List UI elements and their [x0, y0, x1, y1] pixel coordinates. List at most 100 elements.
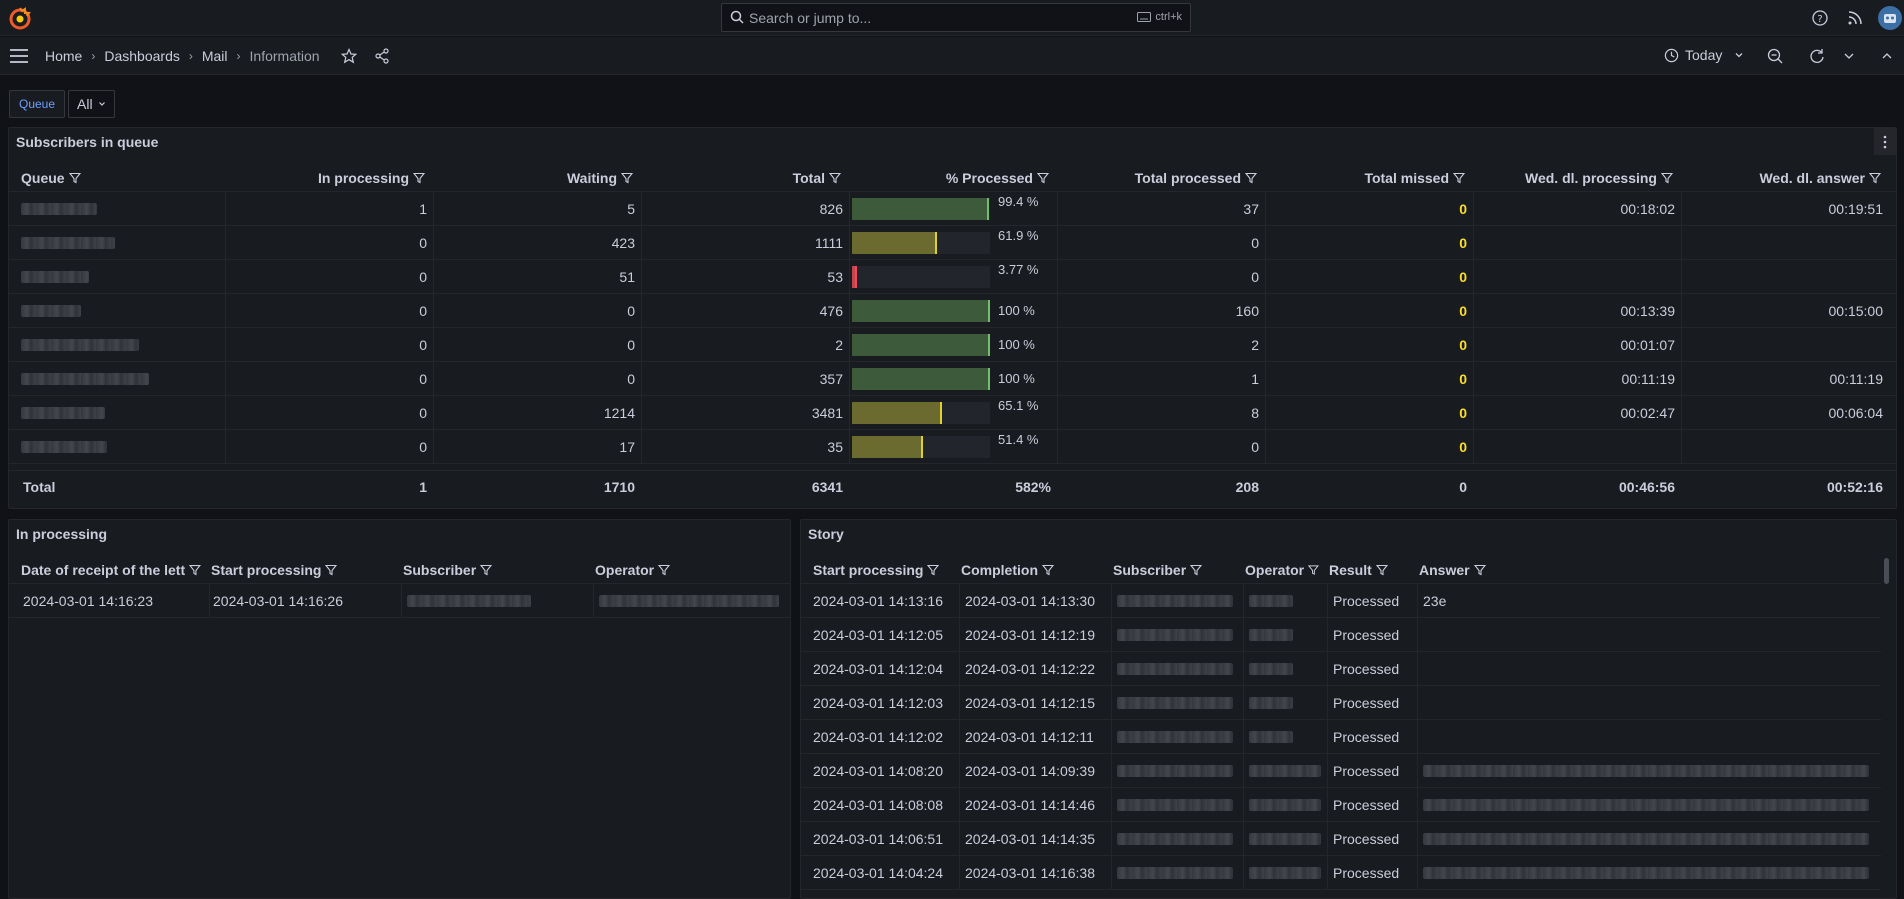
column-header[interactable]: Operator — [595, 562, 777, 578]
filter-icon[interactable] — [189, 564, 201, 576]
dl-processing-cell: 00:11:19 — [1621, 371, 1675, 387]
column-header[interactable]: Waiting — [435, 170, 633, 186]
breadcrumb-mail[interactable]: Mail — [201, 48, 228, 64]
news-feed-icon[interactable] — [1845, 8, 1865, 28]
column-header[interactable]: Answer — [1419, 562, 1873, 578]
filter-icon[interactable] — [1190, 564, 1203, 576]
table-row[interactable]: 2024-03-01 14:13:16 2024-03-01 14:13:30 Pr… — [801, 584, 1881, 618]
processed-bar-edge — [988, 300, 990, 322]
share-icon[interactable] — [374, 48, 390, 64]
filter-icon[interactable] — [413, 172, 425, 184]
column-header-label: Result — [1329, 562, 1372, 578]
filter-icon[interactable] — [1042, 564, 1054, 576]
table-row[interactable]: 0 0 476 100 % 160 0 00:13:39 00:15:00 — [9, 294, 1896, 328]
scrollbar-thumb[interactable] — [1884, 558, 1889, 584]
result-cell: Processed — [1333, 831, 1400, 847]
filter-icon[interactable] — [1661, 172, 1673, 184]
column-header[interactable]: Wed. dl. processing — [1475, 170, 1673, 186]
table-header-divider — [9, 191, 1896, 192]
star-icon[interactable] — [340, 48, 357, 64]
table-row[interactable]: 0 51 53 3.77 % 0 0 — [9, 260, 1896, 294]
filter-icon[interactable] — [1308, 564, 1319, 576]
filter-icon[interactable] — [829, 172, 841, 184]
cell-divider — [1243, 856, 1244, 890]
filter-icon[interactable] — [480, 564, 493, 576]
filter-icon[interactable] — [927, 564, 940, 576]
filter-icon[interactable] — [1037, 172, 1049, 184]
column-header[interactable]: Subscriber — [403, 562, 585, 578]
filter-icon[interactable] — [1375, 564, 1388, 576]
column-header[interactable]: Date of receipt of the lett — [21, 562, 201, 578]
cell-divider — [1473, 362, 1474, 396]
cell-divider — [1473, 430, 1474, 464]
filter-icon[interactable] — [658, 564, 671, 576]
filter-icon[interactable] — [325, 564, 338, 576]
total-missed-cell: 0 — [1459, 201, 1467, 217]
table-row[interactable]: 2024-03-01 14:12:03 2024-03-01 14:12:15 Pr… — [801, 686, 1881, 720]
subscriber-redacted — [1117, 697, 1233, 709]
table-row[interactable]: 0 423 1111 61.9 % 0 0 — [9, 226, 1896, 260]
table-row[interactable]: 2024-03-01 14:08:20 2024-03-01 14:09:39 Pr… — [801, 754, 1881, 788]
column-header[interactable]: % Processed — [851, 170, 1049, 186]
filter-icon[interactable] — [1473, 564, 1486, 576]
grafana-logo-icon[interactable] — [8, 6, 32, 30]
search-box[interactable]: Search or jump to... ctrl+k — [721, 3, 1191, 32]
filter-icon[interactable] — [621, 172, 633, 184]
user-avatar-icon[interactable] — [1878, 6, 1902, 30]
time-picker-label: Today — [1685, 47, 1723, 63]
cell-divider — [641, 260, 642, 294]
menu-icon[interactable] — [10, 48, 28, 64]
breadcrumb-home[interactable]: Home — [45, 48, 83, 64]
cell-divider — [1057, 226, 1058, 260]
cell-divider — [225, 430, 226, 464]
column-header[interactable]: Operator — [1245, 562, 1319, 578]
subscriber-redacted — [1117, 799, 1233, 811]
filter-icon[interactable] — [1245, 172, 1257, 184]
collapse-chevron-up-icon[interactable] — [1878, 47, 1896, 65]
table-row[interactable]: 2024-03-01 14:06:51 2024-03-01 14:14:35 Pr… — [801, 822, 1881, 856]
time-picker[interactable]: Today — [1664, 47, 1744, 63]
breadcrumb: Home › Dashboards › Mail › Information — [45, 48, 390, 64]
in-processing-cell: 0 — [419, 439, 427, 455]
total-processed-cell: 0 — [1251, 235, 1259, 251]
help-icon[interactable]: ? — [1810, 8, 1830, 28]
filter-icon[interactable] — [1453, 172, 1465, 184]
column-header[interactable]: Queue — [21, 170, 217, 186]
column-header[interactable]: Start processing — [211, 562, 393, 578]
zoom-out-icon[interactable] — [1766, 47, 1784, 65]
table-row[interactable]: 2024-03-01 14:12:02 2024-03-01 14:12:11 Pr… — [801, 720, 1881, 754]
column-header[interactable]: Completion — [961, 562, 1103, 578]
queue-variable-select[interactable]: All — [68, 90, 115, 118]
table-row[interactable]: 2024-03-01 14:04:24 2024-03-01 14:16:38 Pr… — [801, 856, 1881, 890]
queue-name-redacted — [21, 203, 97, 215]
in-processing-cell: 0 — [419, 303, 427, 319]
column-header[interactable]: Subscriber — [1113, 562, 1235, 578]
table-row[interactable]: 2024-03-01 14:12:05 2024-03-01 14:12:19 Pr… — [801, 618, 1881, 652]
filter-icon[interactable] — [1869, 172, 1881, 184]
column-header[interactable]: Total missed — [1267, 170, 1465, 186]
table-row[interactable]: 2024-03-01 14:16:23 2024-03-01 14:16:26 — [9, 584, 790, 618]
start-processing-cell: 2024-03-01 14:04:24 — [813, 865, 943, 881]
refresh-icon[interactable] — [1808, 47, 1826, 65]
table-row[interactable]: 1 5 826 99.4 % 37 0 00:18:02 00:19:51 — [9, 192, 1896, 226]
cell-divider — [225, 192, 226, 226]
refresh-interval-chevron-icon[interactable] — [1840, 47, 1858, 65]
column-header[interactable]: Start processing — [813, 562, 951, 578]
breadcrumb-dashboards[interactable]: Dashboards — [104, 48, 180, 64]
column-header[interactable]: Result — [1329, 562, 1409, 578]
column-header[interactable]: Total processed — [1059, 170, 1257, 186]
column-header[interactable]: Total — [643, 170, 841, 186]
filter-icon[interactable] — [68, 172, 81, 184]
table-row[interactable]: 0 0 357 100 % 1 0 00:11:19 00:11:19 — [9, 362, 1896, 396]
table-row[interactable]: 0 1214 3481 65.1 % 8 0 00:02:47 00:06:04 — [9, 396, 1896, 430]
table-row[interactable]: 2024-03-01 14:12:04 2024-03-01 14:12:22 Pr… — [801, 652, 1881, 686]
table-row[interactable]: 2024-03-01 14:08:08 2024-03-01 14:14:46 Pr… — [801, 788, 1881, 822]
date-receipt-cell: 2024-03-01 14:16:23 — [23, 593, 153, 609]
row-divider — [9, 361, 1896, 362]
cell-divider — [1417, 788, 1418, 822]
table-row[interactable]: 0 0 2 100 % 2 0 00:01:07 — [9, 328, 1896, 362]
column-header[interactable]: In processing — [227, 170, 425, 186]
panel-menu-button[interactable] — [1874, 128, 1896, 155]
column-header[interactable]: Wed. dl. answer — [1683, 170, 1881, 186]
table-row[interactable]: 0 17 35 51.4 % 0 0 — [9, 430, 1896, 464]
